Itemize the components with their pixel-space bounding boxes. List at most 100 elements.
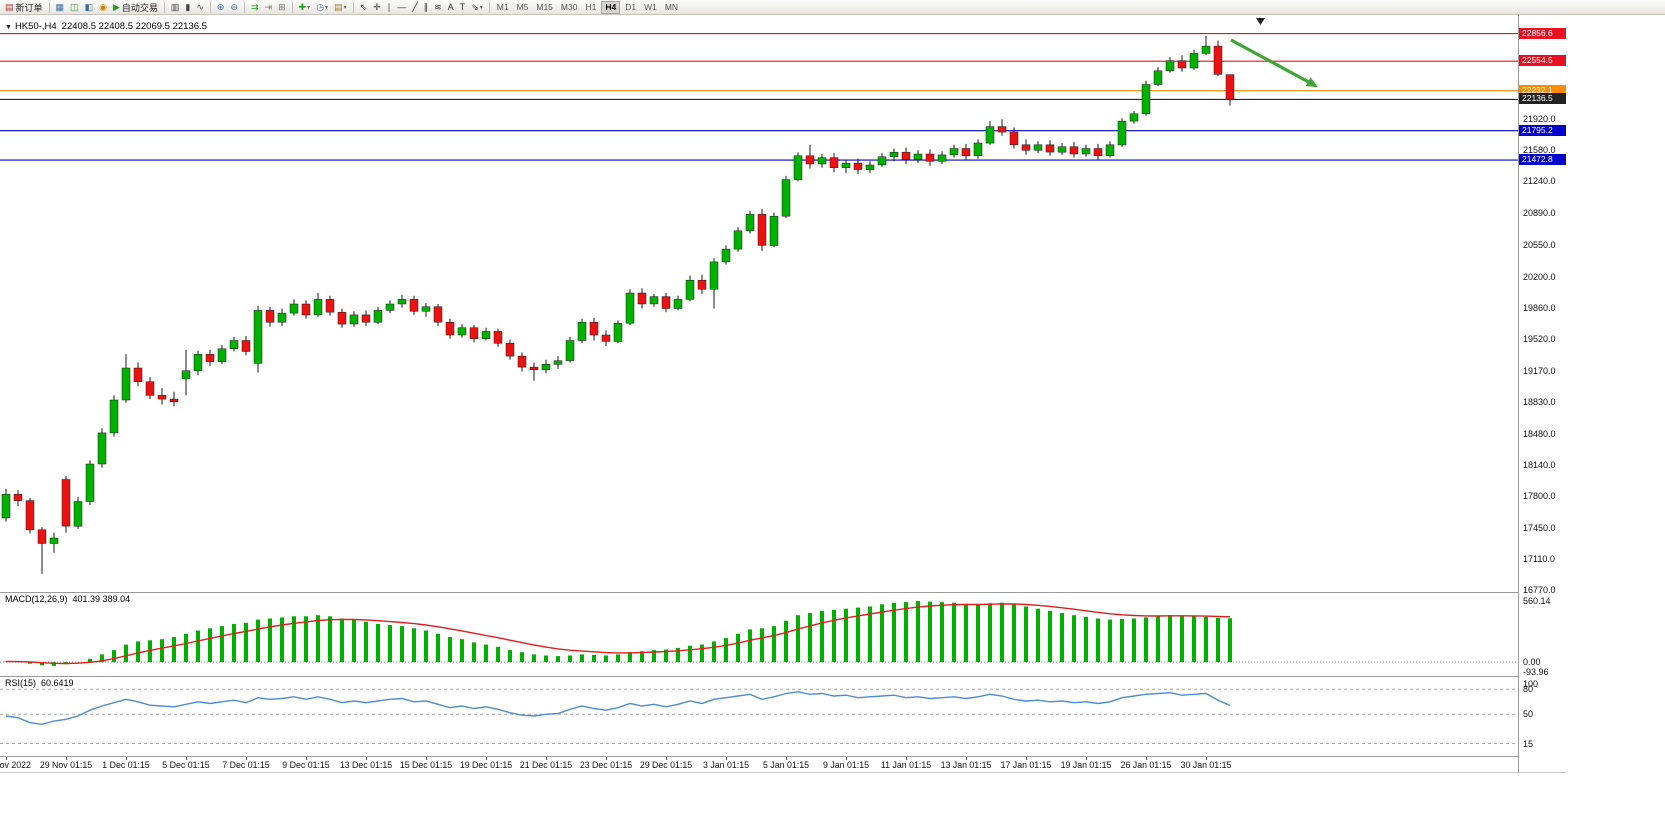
time-tick (486, 757, 487, 760)
time-tick (726, 757, 727, 760)
chart-shift-icon: ⇥ (264, 1, 273, 12)
price-axis[interactable]: 22850.021920.021580.021240.020890.020550… (1518, 15, 1567, 772)
indicators-icon: ✚ (298, 1, 307, 12)
vertical-line-button[interactable]: ∣ (385, 1, 394, 14)
new-order-button[interactable]: ▤ 新订单 (3, 1, 45, 14)
price-tick-label: 20890.0 (1523, 208, 1556, 219)
candle-body (1129, 113, 1139, 122)
indicators-button[interactable]: ✚ ▾ (297, 1, 313, 14)
macd-pane[interactable]: MACD(12,26,9) 401.39 389.04 (0, 592, 1518, 676)
time-tick (606, 757, 607, 760)
new-order-button-label: 新订单 (15, 2, 43, 13)
candle-body (349, 314, 359, 325)
market-watch-button[interactable]: ◧ (83, 1, 96, 14)
candle-body (61, 479, 71, 527)
price-tick-label: 19520.0 (1523, 333, 1556, 344)
timeframe-w1-button[interactable]: W1 (644, 1, 657, 12)
chart-marker-icon: ▼ (5, 24, 12, 31)
fibonacci-icon: ≋ (434, 1, 442, 12)
templates-icon: ▤ (334, 1, 343, 12)
pane-separator[interactable] (0, 592, 1566, 593)
time-tick (546, 757, 547, 760)
horizontal-line-button[interactable]: ― (395, 1, 408, 14)
toolbar-separator (352, 1, 354, 13)
zoom-in-button[interactable]: ⊕ (215, 1, 227, 14)
candle-body (709, 261, 719, 290)
price-tick-label: 21920.0 (1523, 114, 1556, 125)
line-chart-button[interactable]: ∿ (194, 1, 206, 14)
time-label: 9 Dec 01:15 (282, 760, 330, 770)
text-button[interactable]: A (446, 1, 456, 14)
pane-separator[interactable] (0, 676, 1566, 677)
arrows-button[interactable]: ⇘ ▾ (469, 1, 485, 14)
bar-chart-button[interactable]: ▥ (169, 1, 182, 14)
cursor-button[interactable]: ⇖ (358, 1, 370, 14)
new-chart-button[interactable]: ▦ (54, 1, 67, 14)
candle-body (385, 303, 395, 311)
crosshair-button[interactable]: ✛ (371, 1, 383, 14)
bar-chart-icon: ▥ (170, 1, 180, 12)
rsi-pane[interactable]: RSI(15) 60.6419 (0, 676, 1518, 756)
dropdown-caret-icon: ▾ (479, 4, 483, 11)
candle-body (133, 367, 143, 382)
candle-body (433, 306, 443, 323)
time-axis[interactable]: 25 Nov 2022 29 Nov 01:15 1 Dec 01:15 5 Dec … (0, 756, 1566, 773)
current-price-badge: 22136.5 (1519, 93, 1566, 105)
timeframe-m1-button[interactable]: M1 (496, 1, 509, 12)
rsi-tick-label: 15 (1523, 738, 1534, 749)
candle-body (853, 162, 863, 170)
candle-body (601, 334, 611, 342)
time-tick (966, 757, 967, 760)
toolbar-separator (291, 1, 293, 13)
channel-button[interactable]: ∥ (422, 1, 431, 14)
timeframe-mn-button[interactable]: MN (664, 1, 679, 12)
candle-body (781, 179, 791, 217)
candle-body (673, 299, 683, 309)
timeframe-m15-button[interactable]: M15 (536, 1, 553, 12)
pane-macd-canvas (0, 601, 1518, 666)
candle-body (577, 321, 587, 341)
ohlc-values: 22408.5 22408.5 22069.5 22136.5 (61, 21, 207, 32)
timeframe-m30-button[interactable]: M30 (560, 1, 578, 12)
price-tick-label: 18830.0 (1523, 396, 1556, 407)
candle-body (313, 299, 323, 316)
timeframe-h1-button[interactable]: H1 (585, 1, 597, 12)
candle-body (373, 310, 383, 323)
templates-button[interactable]: ▤ ▾ (332, 1, 349, 14)
chart-shift-button[interactable]: ⇥ (263, 1, 275, 14)
price-tick-label: 19170.0 (1523, 365, 1556, 376)
trendline-button[interactable]: ╱ (410, 1, 419, 14)
candle-body (1189, 53, 1199, 69)
candle-body (865, 164, 875, 170)
time-tick (1026, 757, 1027, 760)
price-tick-label: 20550.0 (1523, 239, 1556, 250)
timeframe-m5-button[interactable]: M5 (516, 1, 529, 12)
fibonacci-button[interactable]: ≋ (432, 1, 444, 14)
auto-scroll-button[interactable]: ⇉ (249, 1, 261, 14)
periods-icon: ◷ (316, 1, 325, 12)
channel-icon: ∥ (423, 1, 429, 12)
tile-windows-button[interactable]: ⊞ (276, 1, 288, 14)
timeframe-h4-button[interactable]: H4 (601, 0, 621, 14)
price-line-badge: 22856.6 (1519, 27, 1566, 39)
candle-body (1117, 120, 1127, 146)
timeframe-d1-button[interactable]: D1 (625, 1, 637, 12)
alerts-button[interactable]: ◉ (97, 1, 109, 14)
zoom-out-button[interactable]: ⊖ (228, 1, 240, 14)
candle-body (661, 296, 671, 309)
text-label-button[interactable]: T (458, 1, 468, 14)
time-label: 23 Dec 01:15 (579, 760, 633, 770)
autotrade-button[interactable]: ▶ 自动交易 (111, 1, 160, 14)
candle-body (721, 248, 731, 263)
periods-button[interactable]: ◷ ▾ (314, 1, 330, 14)
profiles-button[interactable]: ◫ (68, 1, 81, 14)
trend-arrow-object[interactable] (1230, 38, 1318, 88)
candle-body (409, 299, 419, 312)
candle-body (1045, 144, 1055, 153)
candle-body (157, 395, 167, 400)
candle-body (253, 310, 263, 364)
time-tick (66, 757, 67, 760)
main-chart-pane[interactable]: ▼ HK50-,H4 22408.5 22408.5 22069.5 22136.5 (0, 15, 1518, 592)
market-watch-icon: ◧ (84, 1, 94, 12)
candlestick-chart-button[interactable]: ▮ (183, 1, 192, 14)
